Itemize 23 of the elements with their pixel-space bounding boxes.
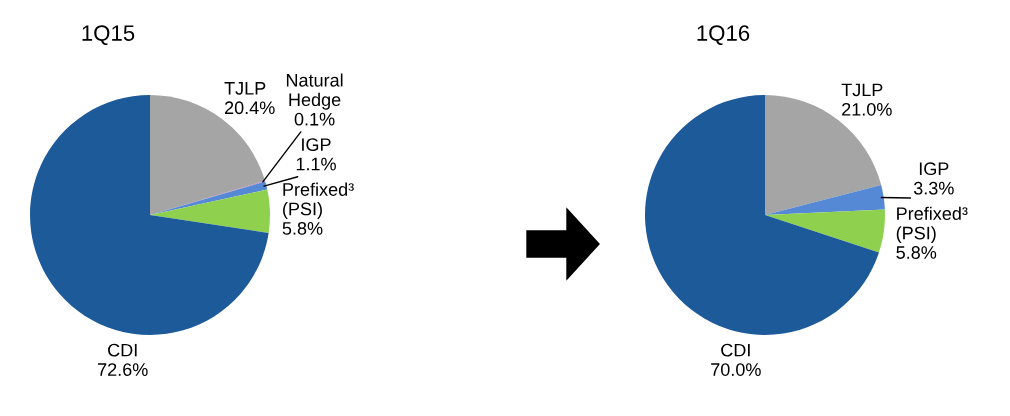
chart-title: 1Q16 [697, 25, 750, 45]
slice-label: IGP [302, 138, 331, 151]
slice-label: TJLP [841, 83, 883, 97]
pie-slice [150, 189, 270, 234]
data-label: 21.0% [842, 102, 892, 116]
data-label: 3.3% [913, 181, 954, 195]
slice-label: Prefixed³ (PSI) [283, 182, 354, 219]
slice-label: TJLP [224, 82, 266, 95]
data-label: 1.1% [296, 157, 336, 171]
data-label: 5.8% [282, 221, 323, 235]
slice-label: IGP [919, 162, 949, 176]
data-label: 70.0% [711, 363, 761, 376]
slice-label: CDI [721, 343, 750, 357]
pie-slice [765, 209, 885, 253]
slice-label: CDI [108, 343, 137, 357]
pie-slice [765, 185, 885, 215]
slice-label: Natural Hedge [286, 73, 343, 110]
data-label: 20.4% [225, 101, 275, 115]
chart-title: 1Q15 [82, 25, 135, 45]
slice-label: Prefixed³ (PSI) [896, 206, 968, 244]
data-label: 5.8% [896, 246, 937, 259]
data-label: 0.1% [294, 112, 335, 126]
data-label: 72.6% [98, 363, 148, 376]
